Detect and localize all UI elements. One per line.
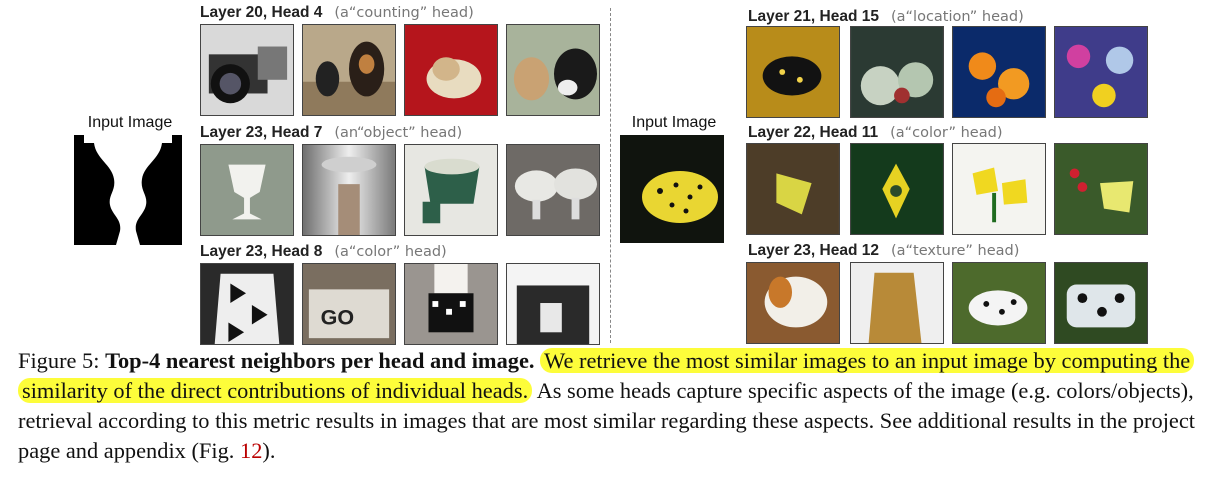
neighbor-dog-kiss-image: [506, 24, 600, 116]
neighbor-espresso-machine-image: [506, 263, 600, 345]
neighbor-colorful-reef-image: [1054, 26, 1148, 118]
neighbor-graffiti-car-image: GO: [302, 263, 396, 345]
left-row-1-title: Layer 20, Head 4 (a“counting” head): [200, 4, 474, 21]
neighbor-beagle-image: [746, 262, 840, 344]
neighbor-patterned-skirt-image: [404, 263, 498, 345]
neighbor-reef-white-image: [850, 26, 944, 118]
right-row-1-title: Layer 21, Head 15 (a“location” head): [748, 8, 1024, 25]
right-input-label: Input Image: [631, 114, 717, 131]
neighbor-green-pots-image: [404, 144, 498, 236]
svg-text:GO: GO: [321, 306, 354, 330]
neighbor-white-goblet-image: [200, 144, 294, 236]
neighbor-sea-slug-image: [746, 26, 840, 118]
neighbor-dalmatian-image: [952, 262, 1046, 344]
left-row-2-title: Layer 23, Head 7 (an“object” head): [200, 124, 463, 141]
neighbor-puppies-red-image: [404, 24, 498, 116]
neighbor-yellow-butterfly-ground-image: [746, 143, 840, 235]
neighbor-geometric-dress-image: [200, 263, 294, 345]
left-input-label: Input Image: [87, 114, 173, 131]
panel-divider: [610, 8, 611, 343]
neighbor-glass-sculpture-image: [302, 144, 396, 236]
neighbor-butterfly-berries-image: [1054, 143, 1148, 235]
right-row-3-title: Layer 23, Head 12 (a“texture” head): [748, 242, 1020, 259]
figure-label: Figure 5:: [18, 348, 100, 373]
left-input-image-vase-faces: [74, 135, 182, 245]
neighbor-yellow-butterflies-white-image: [952, 143, 1046, 235]
caption-end: ).: [262, 438, 276, 463]
neighbor-glass-bowls-image: [506, 144, 600, 236]
neighbor-polka-dot-case-image: [1054, 262, 1148, 344]
figure-caption: Figure 5: Top-4 nearest neighbors per he…: [18, 346, 1208, 466]
neighbor-camera-image: [200, 24, 294, 116]
right-input-image-boxfish: [620, 135, 724, 243]
neighbor-orange-coral-image: [952, 26, 1046, 118]
figure-reference-link[interactable]: 12: [240, 438, 263, 463]
neighbor-two-dogs-image: [302, 24, 396, 116]
neighbor-yellow-flower-image: [850, 143, 944, 235]
caption-rest-text: As some heads capture specific aspects o…: [18, 378, 1196, 463]
right-row-2-title: Layer 22, Head 11 (a“color” head): [748, 124, 1003, 141]
caption-bold-title: Top-4 nearest neighbors per head and ima…: [105, 348, 535, 373]
left-row-3-title: Layer 23, Head 8 (a“color” head): [200, 243, 447, 260]
neighbor-knitted-glove-image: [850, 262, 944, 344]
